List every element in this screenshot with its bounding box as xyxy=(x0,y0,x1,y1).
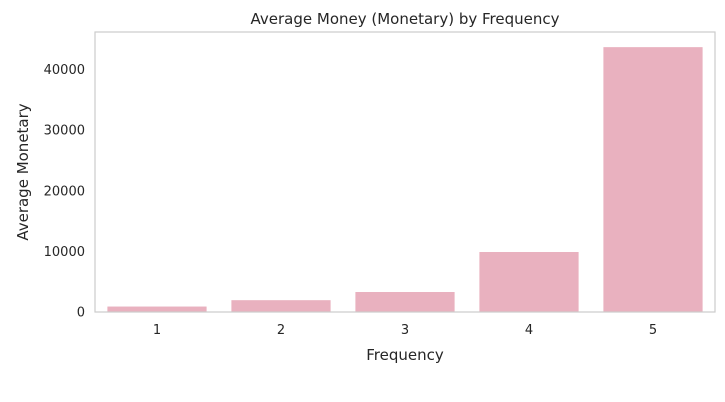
y-tick-label-20000: 20000 xyxy=(44,184,85,199)
x-axis-label: Frequency xyxy=(366,346,444,364)
x-tick-label-2: 2 xyxy=(277,323,285,338)
x-axis-ticks: 1 2 3 4 5 xyxy=(153,323,657,338)
bar-1 xyxy=(107,306,207,312)
bar-2 xyxy=(231,300,331,312)
plot-frame xyxy=(94,31,716,313)
x-tick-label-3: 3 xyxy=(401,323,409,338)
y-tick-label-0: 0 xyxy=(77,306,85,321)
bar-4 xyxy=(479,252,579,312)
bar-5 xyxy=(603,47,703,312)
bar-3 xyxy=(355,292,455,312)
bars xyxy=(107,47,703,312)
y-axis-label: Average Monetary xyxy=(14,103,32,240)
x-tick-label-4: 4 xyxy=(525,323,533,338)
x-tick-label-5: 5 xyxy=(649,323,657,338)
x-tick-label-1: 1 xyxy=(153,323,161,338)
y-tick-label-10000: 10000 xyxy=(44,245,85,260)
chart-title: Average Money (Monetary) by Frequency xyxy=(251,10,560,28)
y-tick-label-30000: 30000 xyxy=(44,124,85,139)
y-axis-ticks: 0 10000 20000 30000 40000 xyxy=(44,63,85,320)
y-tick-label-40000: 40000 xyxy=(44,63,85,78)
